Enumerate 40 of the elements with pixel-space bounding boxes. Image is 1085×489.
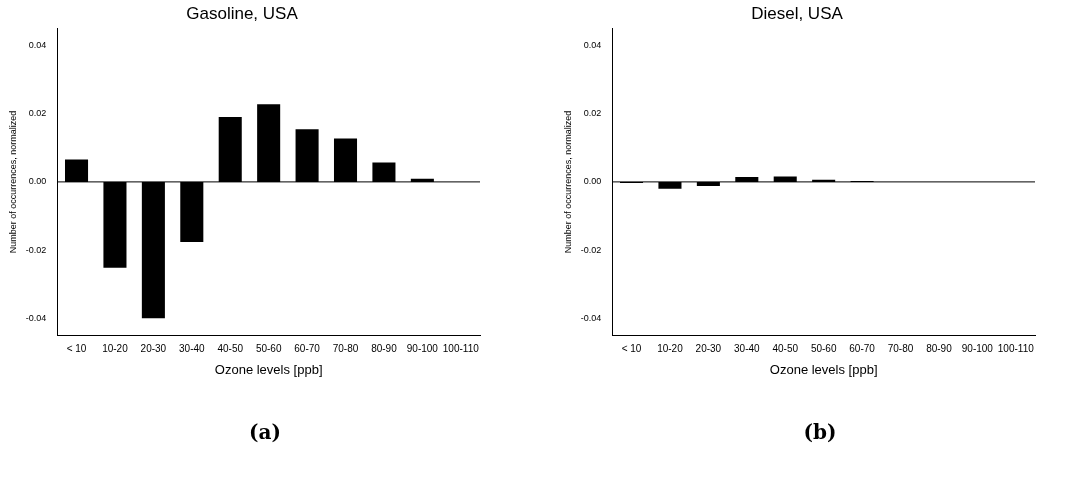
y-tick-label: 0.00 (28, 176, 47, 187)
text: (b) (802, 420, 838, 444)
x-tick-label: 90-100 (406, 343, 439, 355)
x-tick-label: 90-100 (961, 343, 994, 355)
x-tick-label: 100-110 (997, 343, 1035, 355)
x-tick-label: 100-110 (442, 343, 480, 355)
y-axis-title: Number of occurrences, normalized (562, 110, 573, 254)
x-tick-label: 40-50 (772, 343, 799, 355)
chart-title: Gasoline, USA (186, 3, 299, 23)
x-tick-label: 60-70 (294, 343, 321, 355)
x-tick-label: < 10 (621, 343, 642, 355)
x-tick-label: 50-60 (255, 343, 282, 355)
x-axis-title: Ozone levels [ppb] (214, 361, 323, 377)
y-axis-title: Number of occurrences, normalized (7, 110, 18, 254)
x-tick-label: 10-20 (657, 343, 684, 355)
chart-title: Diesel, USA (751, 3, 844, 23)
x-axis-title: Ozone levels [ppb] (769, 361, 878, 377)
x-tick-label: 80-90 (371, 343, 398, 355)
y-tick-label: -0.04 (25, 312, 47, 323)
y-tick-label: -0.02 (580, 244, 602, 255)
x-tick-label: 40-50 (217, 343, 244, 355)
y-tick-label: -0.04 (580, 312, 602, 323)
y-tick-label: 0.02 (28, 108, 47, 119)
x-tick-label: 30-40 (179, 343, 206, 355)
x-tick-label: 50-60 (810, 343, 837, 355)
x-tick-label: 60-70 (849, 343, 876, 355)
y-tick-label: 0.02 (583, 108, 602, 119)
x-tick-label: 70-80 (332, 343, 359, 355)
x-tick-label: 30-40 (734, 343, 761, 355)
y-tick-label: -0.02 (25, 244, 47, 255)
x-tick-label: 80-90 (926, 343, 953, 355)
x-tick-label: 20-30 (695, 343, 722, 355)
y-tick-label: 0.04 (28, 39, 47, 50)
x-tick-label: < 10 (66, 343, 87, 355)
x-tick-label: 70-80 (887, 343, 914, 355)
x-tick-label: 20-30 (140, 343, 167, 355)
y-tick-label: 0.04 (583, 39, 602, 50)
text: (a) (248, 420, 282, 444)
y-tick-label: 0.00 (583, 176, 602, 187)
x-tick-label: 10-20 (102, 343, 129, 355)
